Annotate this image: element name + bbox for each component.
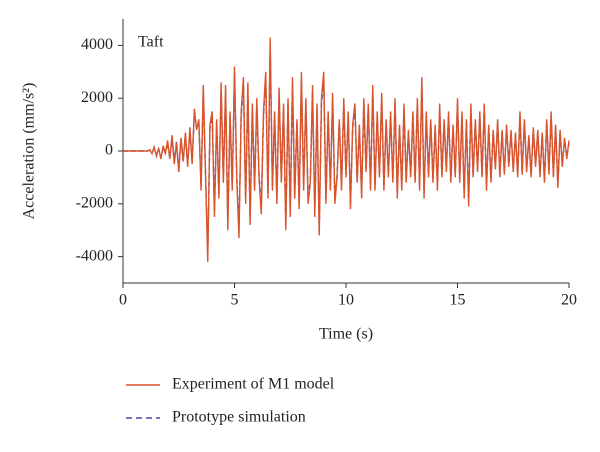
x-axis-title: Time (s) [319,326,373,343]
y-tick-label: 2000 [81,89,113,106]
legend-label: Experiment of M1 model [172,376,335,393]
annotation: Taft [138,34,164,51]
x-tick-label: 10 [338,292,354,309]
x-tick-label: 15 [450,292,466,309]
y-tick-label: 4000 [81,36,113,53]
x-tick-label: 0 [119,292,127,309]
x-tick-label: 20 [561,292,577,309]
y-axis-title: Acceleration (mm/s²) [21,83,38,220]
x-tick-label: 5 [231,292,239,309]
y-tick-label: -4000 [76,247,113,264]
series-line [123,37,570,262]
series-line [123,48,570,254]
legend-label: Prototype simulation [172,409,306,426]
y-tick-label: -2000 [76,194,113,211]
y-tick-label: 0 [105,142,113,159]
